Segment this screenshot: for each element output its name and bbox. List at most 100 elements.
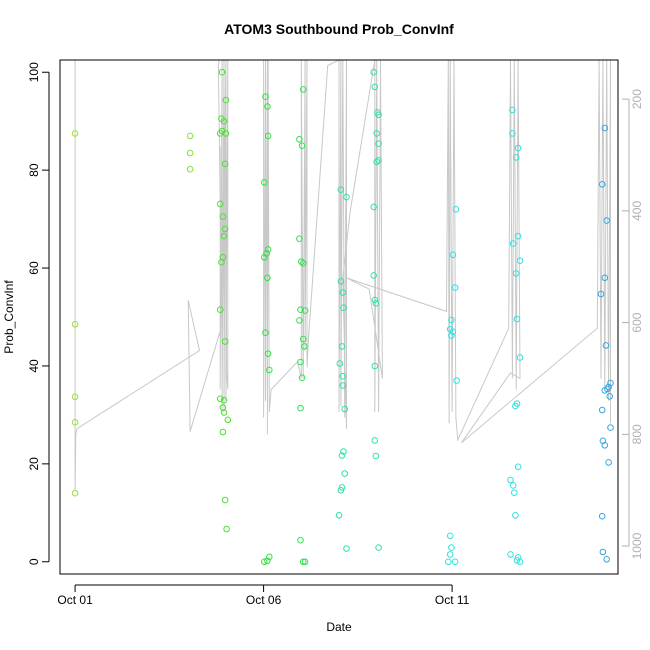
scatter-point xyxy=(221,160,229,168)
scatter-point xyxy=(221,225,229,233)
chart-title: ATOM3 Southbound Prob_ConvInf xyxy=(224,21,454,37)
scatter-point xyxy=(218,258,225,266)
scatter-point xyxy=(597,290,605,298)
scatter-point xyxy=(514,144,522,152)
scatter-point xyxy=(511,489,518,497)
scatter-point xyxy=(375,544,382,551)
x-tick-label: Oct 11 xyxy=(435,593,470,607)
scatter-point xyxy=(299,86,307,93)
scatter-point xyxy=(339,289,347,296)
scatter-point xyxy=(339,382,347,389)
y-axis-label: Prob_ConvInf xyxy=(2,280,16,354)
scatter-point xyxy=(516,354,524,361)
scatter-point xyxy=(371,83,379,91)
scatter-point xyxy=(603,217,611,224)
scatter-point xyxy=(336,360,344,367)
scatter-point xyxy=(186,132,194,140)
plot-frame xyxy=(59,59,619,575)
scatter-point xyxy=(223,525,230,533)
scatter-point xyxy=(301,343,308,350)
x-tick-label: Oct 06 xyxy=(246,593,282,607)
scatter-point xyxy=(509,482,517,489)
scatter-point xyxy=(297,358,304,366)
scatter-point xyxy=(335,512,343,519)
scatter-point xyxy=(449,328,457,336)
scatter-point xyxy=(445,558,452,566)
scatter-point xyxy=(453,377,460,384)
scatter-point xyxy=(370,272,378,279)
scatter-point xyxy=(507,551,514,558)
scatter-point xyxy=(186,149,194,157)
scatter-point xyxy=(604,385,611,393)
scatter-point xyxy=(186,165,194,173)
y-tick-label: 20 xyxy=(27,457,41,471)
right-tick-label: 400 xyxy=(630,201,644,221)
scatter-point xyxy=(375,140,382,147)
scatter-point xyxy=(375,157,382,164)
scatter-point xyxy=(264,350,272,358)
scatter-point xyxy=(509,106,516,114)
y-tick-label: 100 xyxy=(27,62,41,82)
scatter-point xyxy=(221,496,229,504)
scatter-point xyxy=(512,512,519,519)
scatter-point xyxy=(512,402,519,410)
scatter-point xyxy=(607,379,614,387)
scatter-point xyxy=(296,317,303,324)
scatter-point xyxy=(516,558,524,566)
scatter-point xyxy=(264,246,272,253)
scatter-point xyxy=(341,470,349,477)
scatter-point xyxy=(220,232,228,240)
scatter-point xyxy=(452,206,460,213)
scatter-point xyxy=(221,338,229,345)
scatter-point xyxy=(337,186,345,193)
scatter-point xyxy=(512,154,520,161)
scatter-point xyxy=(216,200,224,208)
scatter-point xyxy=(449,251,457,259)
scatter-point xyxy=(266,366,273,374)
scatter-point xyxy=(338,343,346,350)
scatter-point xyxy=(451,558,459,566)
scatter-point xyxy=(370,68,378,76)
scatter-point xyxy=(220,396,228,404)
right-tick-label: 1000 xyxy=(630,532,644,559)
x-axis-label: Date xyxy=(326,620,352,634)
scatter-point xyxy=(224,416,232,424)
scatter-point xyxy=(446,532,454,540)
scatter-point xyxy=(71,418,79,426)
scatter-point xyxy=(601,124,609,132)
scatter-point xyxy=(266,553,273,561)
scatter-point xyxy=(516,257,524,265)
right-tick-label: 800 xyxy=(630,424,644,444)
scatter-point xyxy=(297,306,304,314)
scatter-point xyxy=(219,428,227,436)
scatter-point xyxy=(298,142,306,149)
scatter-point xyxy=(297,404,304,412)
scatter-point xyxy=(371,362,379,370)
scatter-point xyxy=(298,374,306,382)
right-tick-label: 200 xyxy=(630,89,644,109)
scatter-point xyxy=(343,193,350,201)
scatter-point xyxy=(216,306,224,314)
scatter-point xyxy=(601,274,609,282)
scatter-point xyxy=(599,548,607,556)
right-tick-label: 600 xyxy=(630,312,644,332)
scatter-point xyxy=(514,463,522,471)
scatter-point xyxy=(220,117,228,125)
scatter-point xyxy=(216,130,224,137)
scatter-point xyxy=(446,551,454,558)
scatter-point xyxy=(509,240,517,247)
scatter-point xyxy=(339,372,347,380)
axes-layer: 0 20 40 60 80 100 Oct 01 Oct 06 Oct 11 200 400 600 8… xyxy=(27,62,644,607)
scatter-point xyxy=(264,132,272,140)
scatter-point xyxy=(71,321,79,328)
scatter-point xyxy=(509,130,516,137)
scatter-point xyxy=(513,315,521,323)
y-tick-label: 40 xyxy=(27,359,41,373)
scatter-point xyxy=(299,259,307,267)
y-tick-label: 0 xyxy=(27,558,41,565)
scatter-point xyxy=(448,316,455,324)
scatter-point xyxy=(605,459,612,466)
scatter-point xyxy=(375,111,382,119)
scatter-point xyxy=(370,203,378,211)
